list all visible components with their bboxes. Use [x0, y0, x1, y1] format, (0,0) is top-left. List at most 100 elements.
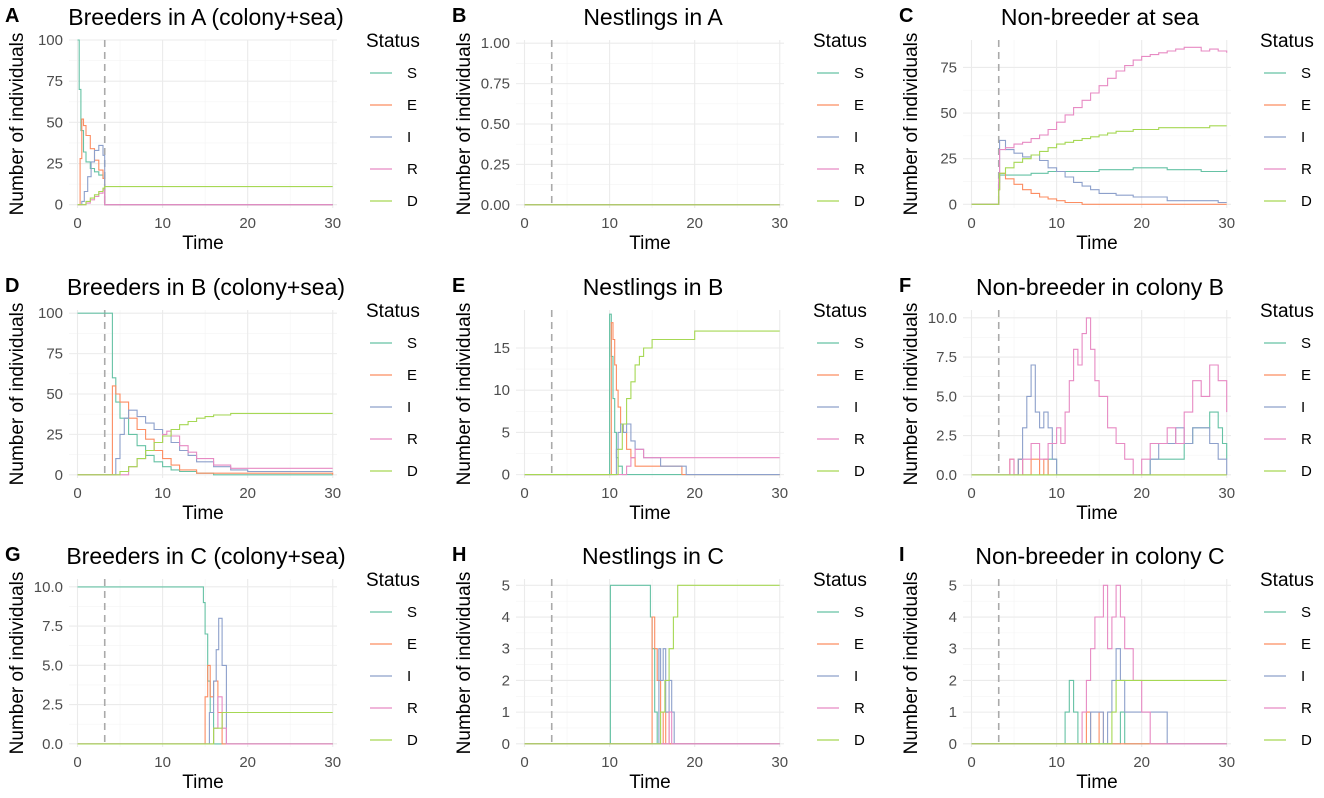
legend-label-d: D	[1301, 193, 1312, 210]
panel-title: Nestlings in B	[583, 274, 724, 300]
x-tick-label: 10	[1048, 485, 1065, 502]
legend-label-d: D	[854, 732, 865, 749]
x-tick-label: 20	[686, 754, 703, 771]
y-tick-label: 50	[940, 105, 957, 122]
panel-a: 0 10 20 30 0 25 50 75 100 A Breeders in A (colony+…	[5, 4, 420, 254]
y-tick-label: 0.0	[936, 467, 957, 484]
y-tick-label: 0	[55, 197, 63, 214]
series-line-i	[77, 144, 333, 206]
series-line-s	[524, 584, 780, 745]
y-tick-label: 100	[38, 32, 63, 49]
y-tick-label: 5.0	[42, 657, 63, 674]
series-line-s	[524, 313, 780, 476]
panel-letter: A	[5, 5, 19, 27]
x-tick-label: 20	[1133, 215, 1150, 232]
x-tick-label: 0	[73, 485, 81, 502]
series-line-s	[971, 679, 1227, 745]
x-tick-label: 20	[239, 754, 256, 771]
panel-g: 0 10 20 30 0.0 2.5 5.0 7.5 10.0 G Breeders in C (c…	[5, 543, 420, 793]
legend-label-s: S	[407, 604, 417, 621]
legend-label-r: R	[854, 700, 865, 717]
y-tick-label: 0.0	[42, 736, 63, 753]
x-tick-label: 20	[239, 485, 256, 502]
x-tick-label: 30	[324, 485, 341, 502]
legend-label-d: D	[1301, 463, 1312, 480]
y-tick-label: 25	[46, 426, 63, 443]
x-tick-label: 30	[771, 215, 788, 232]
panel-letter: B	[452, 5, 466, 27]
y-tick-label: 0.25	[481, 156, 510, 173]
legend-label-s: S	[1301, 604, 1311, 621]
legend-title: Status	[813, 570, 867, 591]
x-axis-title: Time	[182, 772, 224, 793]
y-tick-label: 0	[55, 467, 63, 484]
series-line-i	[524, 648, 780, 745]
legend-label-d: D	[854, 463, 865, 480]
x-tick-label: 20	[686, 485, 703, 502]
legend-label-e: E	[407, 97, 417, 114]
y-tick-label: 10.0	[34, 579, 63, 596]
series-line-r	[971, 317, 1228, 476]
y-tick-label: 4	[502, 609, 510, 626]
y-tick-label: 3	[949, 641, 957, 658]
legend-label-e: E	[407, 367, 417, 384]
x-axis-title: Time	[182, 503, 224, 524]
legend-label-i: I	[1301, 129, 1305, 146]
series-line-i	[971, 364, 1228, 476]
series-line-e	[77, 118, 333, 206]
x-tick-label: 30	[1218, 754, 1235, 771]
panel-h: 0 10 20 30 0 1 2 3 4 5 H Nestlings in C Time Number o…	[452, 543, 867, 793]
legend-label-s: S	[854, 335, 864, 352]
legend-title: Status	[813, 301, 867, 322]
y-tick-label: 0.00	[481, 197, 510, 214]
x-tick-label: 30	[771, 485, 788, 502]
panel-letter: E	[452, 275, 465, 297]
x-tick-label: 30	[324, 754, 341, 771]
y-tick-label: 0.75	[481, 76, 510, 93]
series-line-d	[77, 186, 333, 206]
panel-b: 0 10 20 30 0.00 0.25 0.50 0.75 1.00 B Nestlings in…	[452, 4, 867, 254]
y-axis-title: Number of individuals	[901, 33, 922, 216]
series-line-r	[77, 189, 333, 206]
x-tick-label: 20	[239, 215, 256, 232]
x-axis-title: Time	[629, 503, 671, 524]
x-tick-label: 0	[520, 215, 528, 232]
y-tick-label: 25	[940, 151, 957, 168]
x-tick-label: 20	[1133, 485, 1150, 502]
x-tick-label: 20	[686, 215, 703, 232]
legend-title: Status	[813, 31, 867, 52]
y-tick-label: 25	[46, 156, 63, 173]
y-tick-label: 2	[502, 672, 510, 689]
legend-label-r: R	[407, 700, 418, 717]
y-tick-label: 2	[949, 672, 957, 689]
x-axis-title: Time	[1076, 503, 1118, 524]
panel-c: 0 10 20 30 0 25 50 75 C Non-breeder at sea Time Num…	[899, 4, 1314, 254]
legend-label-r: R	[407, 431, 418, 448]
legend-label-r: R	[854, 161, 865, 178]
series-line-e	[77, 385, 334, 476]
legend-label-s: S	[1301, 335, 1311, 352]
y-tick-label: 5	[502, 424, 510, 441]
legend-label-i: I	[854, 668, 858, 685]
legend-label-s: S	[854, 604, 864, 621]
y-tick-label: 5	[949, 577, 957, 594]
legend-label-d: D	[407, 193, 418, 210]
x-tick-label: 10	[1048, 754, 1065, 771]
y-tick-label: 0	[949, 196, 957, 213]
x-tick-label: 30	[1218, 215, 1235, 232]
legend-label-d: D	[407, 463, 418, 480]
y-axis-title: Number of individuals	[454, 572, 475, 755]
panel-title: Non-breeder in colony B	[976, 274, 1224, 300]
series-line-d	[971, 125, 1227, 205]
y-tick-label: 15	[493, 340, 510, 357]
y-axis-title: Number of individuals	[7, 303, 28, 486]
legend-label-s: S	[407, 65, 417, 82]
y-tick-label: 4	[949, 609, 957, 626]
legend-label-i: I	[1301, 399, 1305, 416]
series-line-r	[524, 711, 780, 745]
y-tick-label: 0.50	[481, 116, 510, 133]
x-tick-label: 20	[1133, 754, 1150, 771]
